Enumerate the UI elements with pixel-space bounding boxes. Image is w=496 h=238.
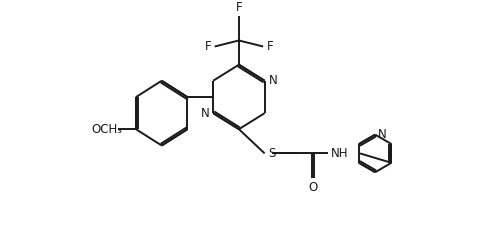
Text: N: N [377, 128, 386, 141]
Text: F: F [236, 1, 242, 14]
Text: F: F [267, 40, 273, 53]
Text: O: O [309, 181, 318, 194]
Text: NH: NH [331, 147, 349, 160]
Text: N: N [200, 107, 209, 120]
Text: OCH₃: OCH₃ [92, 123, 123, 136]
Text: F: F [204, 40, 211, 53]
Text: S: S [268, 147, 276, 160]
Text: N: N [269, 74, 277, 87]
